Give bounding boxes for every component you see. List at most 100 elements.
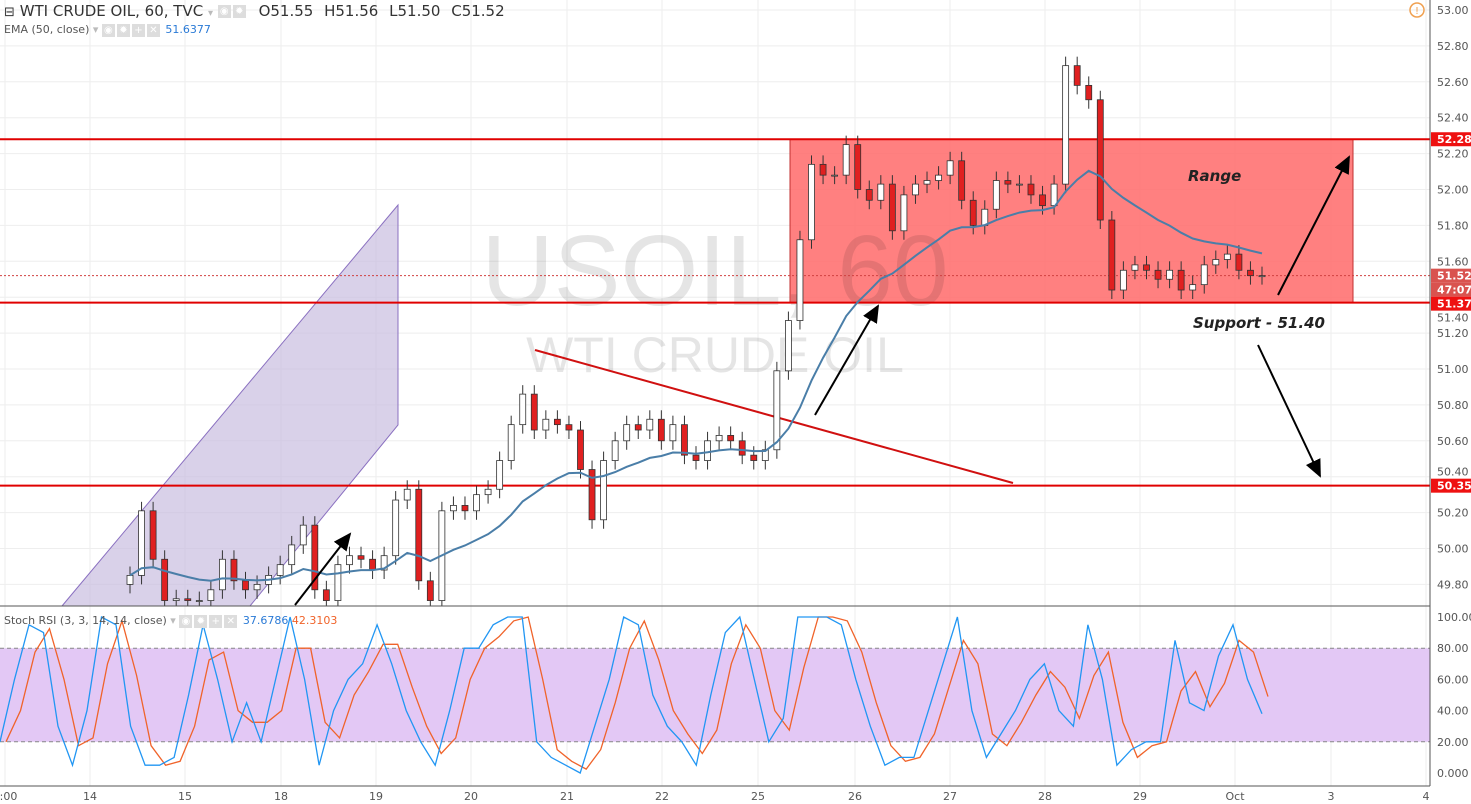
settings-icon[interactable]: ✹ [194, 614, 208, 628]
price-tick-label: 51.20 [1437, 327, 1469, 340]
candle-body [877, 183, 885, 201]
add-icon[interactable]: + [131, 23, 145, 37]
candle-body [634, 424, 642, 431]
candle-body [692, 454, 700, 461]
price-tick-label: 51.40 [1437, 312, 1469, 325]
symbol-legend: ⊟ WTI CRUDE OIL, 60, TVC ▾ ◉ ✹ O51.55 H51… [4, 2, 505, 20]
time-tick-label: Oct [1225, 790, 1245, 803]
time-tick-label: 22 [655, 790, 669, 803]
candle-body [1073, 65, 1081, 86]
time-tick-label: 15 [178, 790, 192, 803]
price-tick-label: 50.00 [1437, 543, 1469, 556]
price-tag [1431, 132, 1471, 147]
candle-body [1004, 180, 1012, 185]
time-tick-label: 3:00 [0, 790, 17, 803]
stoch-tick-label: 100.00 [1437, 611, 1471, 624]
arrows [294, 155, 1350, 606]
price-tag-label: 51.37 [1437, 298, 1471, 311]
price-tag-label: 52.28 [1437, 133, 1471, 146]
candle-body [1096, 99, 1104, 221]
add-icon[interactable]: + [209, 614, 223, 628]
candle-body [981, 208, 989, 226]
rising-channel [60, 203, 399, 607]
candle-body [461, 505, 469, 512]
candle-body [727, 435, 735, 442]
stoch-tick-label: 20.00 [1437, 736, 1469, 749]
candle-body [346, 555, 353, 566]
candle-body [126, 575, 134, 585]
candle-body [1177, 269, 1185, 291]
candle-body [369, 558, 376, 571]
price-tag [1431, 268, 1471, 283]
candle-body [577, 429, 584, 470]
price-tag-label: 51.52 [1437, 270, 1471, 283]
close-icon[interactable]: ✕ [224, 614, 238, 628]
stoch-axis[interactable]: 100.00 80.00 60.00 40.00 20.00 0.000 [1437, 611, 1471, 780]
candle-body [1108, 219, 1116, 291]
time-axis[interactable]: 3:00 14 15 18 19 20 21 22 25 26 27 28 29 Oct 3 4 [0, 790, 1430, 803]
candle-body [785, 320, 792, 372]
arrow-up-3 [1277, 155, 1350, 296]
arrow-up-1 [294, 532, 352, 606]
candle-body [219, 558, 226, 591]
price-tag [1431, 296, 1471, 311]
ema-label[interactable]: EMA (50, close) [4, 23, 90, 36]
candle-body [819, 163, 827, 176]
price-tick-label: 50.60 [1437, 435, 1469, 448]
symbol-title[interactable]: WTI CRUDE OIL, 60, TVC [19, 2, 204, 20]
candle-body [600, 460, 607, 521]
stoch-tick-label: 0.000 [1437, 767, 1469, 780]
time-tick-label: 21 [560, 790, 574, 803]
dropdown-icon[interactable]: ▾ [170, 614, 176, 627]
candle-body [1027, 183, 1035, 196]
candle-body [842, 144, 850, 176]
candle-body [184, 598, 192, 601]
candle-body [311, 524, 319, 591]
visibility-icon[interactable]: ◉ [101, 23, 115, 37]
stoch-tick-label: 60.00 [1437, 673, 1469, 686]
candle-body [946, 160, 954, 176]
stoch-k-value: 37.6786 [242, 614, 289, 627]
candle-body [1189, 284, 1197, 291]
candle-body [1131, 264, 1139, 271]
candle-body [242, 580, 249, 591]
ema-legend: EMA (50, close) ▾ ◉ ✹ + ✕ 51.6377 [4, 23, 211, 37]
candle-body [403, 488, 411, 501]
candle-body [426, 580, 434, 601]
support-label: Support - 51.40 [1193, 314, 1325, 332]
price-tick-label: 51.80 [1437, 219, 1469, 232]
collapse-icon[interactable]: ⊟ [4, 5, 15, 20]
visibility-icon[interactable]: ◉ [179, 614, 193, 628]
candle-body [1235, 253, 1243, 271]
dropdown-icon[interactable]: ▾ [207, 8, 214, 19]
candle-body [669, 424, 677, 442]
candle-body [773, 370, 781, 451]
settings-icon[interactable]: ✹ [232, 5, 246, 18]
settings-icon[interactable]: ✹ [116, 23, 130, 37]
candle-body [172, 598, 180, 601]
price-tag-label: 47:07 [1437, 284, 1471, 297]
candle-body [935, 174, 942, 181]
price-tick-label: 52.40 [1437, 112, 1469, 125]
arrow-up-2 [814, 304, 880, 416]
candle-body [958, 160, 966, 201]
candle-body [738, 440, 746, 456]
price-tick-label: 50.40 [1437, 466, 1469, 479]
candle-body [646, 418, 654, 431]
candle-body [195, 600, 203, 602]
candle-body [1062, 65, 1070, 185]
visibility-icon[interactable]: ◉ [217, 5, 231, 18]
candle-body [808, 163, 815, 241]
candle-body [450, 505, 457, 512]
candle-body [484, 488, 492, 496]
candle-body [715, 435, 723, 442]
dropdown-icon[interactable]: ▾ [92, 23, 99, 36]
close-icon[interactable]: ✕ [146, 23, 160, 37]
stoch-label[interactable]: Stoch RSI (3, 3, 14, 14, close) [4, 614, 167, 627]
price-axis[interactable]: 53.00 52.80 52.60 52.40 52.20 52.00 51.80 51.60… [1437, 4, 1469, 591]
alert-icon[interactable] [1409, 2, 1425, 18]
candle-body [588, 469, 596, 521]
horizontal-levels[interactable] [0, 138, 1430, 487]
